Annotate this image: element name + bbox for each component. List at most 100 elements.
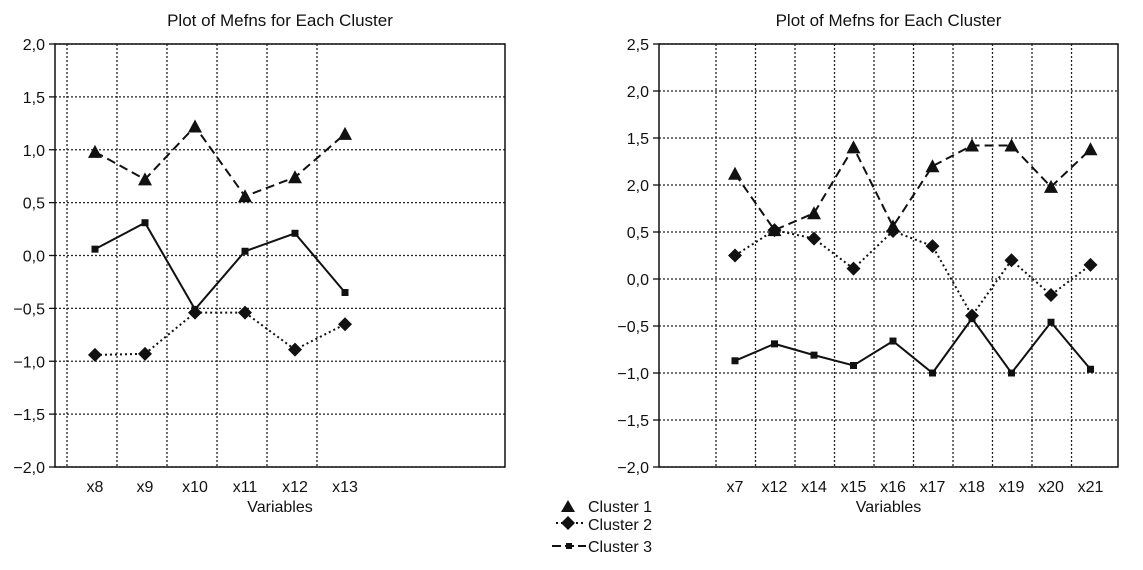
data-point-cluster-2	[846, 261, 861, 276]
data-point-cluster-2	[88, 347, 102, 362]
chart-title: Plot of Mefns for Each Cluster	[167, 11, 393, 30]
data-point-cluster-3	[1047, 318, 1055, 326]
y-tick-label: 0,0	[627, 272, 649, 289]
data-point-cluster-1	[238, 189, 252, 203]
x-tick-label: x21	[1078, 479, 1104, 496]
legend-square-marker	[566, 543, 572, 549]
y-tick-label: 0,5	[23, 196, 45, 213]
legend-label-cluster-1: Cluster 1	[588, 499, 652, 516]
data-point-cluster-3	[771, 340, 778, 348]
legend-triangle-marker	[561, 500, 575, 512]
data-point-cluster-2	[288, 342, 302, 357]
plot-frame	[658, 43, 1119, 468]
series-line-cluster-1	[734, 144, 1092, 232]
data-point-cluster-3	[929, 369, 936, 377]
data-point-cluster-3	[91, 245, 99, 253]
x-tick-label: x16	[880, 479, 906, 496]
series-line-cluster-2	[94, 311, 346, 356]
y-tick-label: −1,5	[617, 413, 649, 430]
series-line-cluster-1	[94, 124, 346, 198]
data-point-cluster-3	[968, 314, 976, 322]
y-tick-label: 2,0	[627, 84, 649, 101]
data-point-cluster-1	[1083, 142, 1098, 156]
legend-diamond-marker	[561, 516, 575, 530]
x-axis-label: Variables	[247, 499, 313, 516]
y-tick-label: 2,5	[627, 37, 649, 54]
data-point-cluster-1	[1004, 138, 1019, 152]
y-tick-label: −2,0	[13, 460, 45, 477]
x-tick-label: x7	[727, 479, 744, 496]
data-point-cluster-1	[188, 119, 202, 133]
x-tick-label: x12	[762, 479, 788, 496]
series-line-cluster-3	[94, 221, 346, 312]
y-tick-label: 1,5	[23, 90, 45, 107]
x-tick-label: x19	[999, 479, 1025, 496]
data-point-cluster-2	[138, 346, 152, 361]
x-tick-label: x13	[332, 479, 358, 496]
data-point-cluster-3	[341, 289, 349, 297]
y-tick-label: −0,5	[13, 301, 45, 318]
data-point-cluster-3	[241, 247, 249, 255]
y-tick-label: 1,5	[627, 131, 649, 148]
data-point-cluster-2	[1004, 253, 1019, 268]
legend: Cluster 1 Cluster 2 Cluster 3	[552, 499, 652, 556]
data-point-cluster-2	[728, 248, 742, 263]
data-point-cluster-2	[767, 223, 782, 238]
y-tick-label: −1,0	[617, 366, 649, 383]
x-tick-label: x8	[87, 479, 104, 496]
data-point-cluster-1	[288, 170, 302, 184]
x-tick-label: x20	[1038, 479, 1064, 496]
legend-label-cluster-2: Cluster 2	[588, 517, 652, 534]
data-point-cluster-3	[141, 219, 149, 227]
legend-item-cluster-2: Cluster 2	[556, 516, 652, 534]
data-point-cluster-2	[925, 239, 940, 254]
data-point-cluster-3	[1087, 365, 1094, 373]
data-point-cluster-1	[728, 166, 742, 180]
data-point-cluster-3	[1008, 369, 1015, 377]
x-tick-label: x18	[959, 479, 985, 496]
data-point-cluster-3	[731, 357, 739, 365]
data-point-cluster-2	[338, 317, 352, 332]
data-point-cluster-3	[850, 361, 857, 369]
y-tick-label: −1,0	[13, 354, 45, 371]
data-point-cluster-2	[807, 231, 821, 246]
data-point-cluster-3	[291, 229, 299, 237]
data-point-cluster-1	[88, 144, 102, 158]
y-tick-label: 0,5	[627, 225, 649, 242]
data-point-cluster-1	[1044, 179, 1058, 193]
data-point-cluster-1	[807, 206, 821, 220]
x-tick-label: x11	[233, 479, 258, 496]
data-point-cluster-1	[138, 172, 152, 186]
x-tick-label: x17	[920, 479, 946, 496]
legend-label-cluster-3: Cluster 3	[588, 539, 652, 556]
y-tick-label: 2,0	[627, 178, 649, 195]
legend-item-cluster-3: Cluster 3	[552, 539, 652, 556]
series-line-cluster-3	[734, 316, 1092, 375]
y-tick-label: 2,0	[23, 37, 45, 54]
y-tick-label: 1,0	[23, 143, 45, 160]
x-axis-label: Variables	[856, 499, 922, 516]
data-point-cluster-3	[191, 305, 199, 313]
x-tick-label: x14	[801, 479, 827, 496]
data-point-cluster-2	[1044, 287, 1058, 302]
chart-title: Plot of Mefns for Each Cluster	[776, 11, 1002, 30]
data-point-cluster-3	[810, 351, 818, 359]
data-point-cluster-2	[886, 224, 900, 239]
plot-frame	[54, 43, 506, 468]
left-chart: Plot of Mefns for Each Cluster 2,0 1,5 1,0 0…	[13, 11, 506, 516]
data-point-cluster-1	[965, 138, 979, 152]
data-point-cluster-2	[1083, 257, 1098, 272]
x-tick-label: x9	[137, 479, 154, 496]
data-point-cluster-3	[889, 337, 897, 345]
x-tick-label: x10	[182, 479, 208, 496]
series-line-cluster-2	[734, 229, 1092, 318]
x-tick-label: x15	[841, 479, 867, 496]
data-point-cluster-1	[338, 126, 352, 140]
legend-item-cluster-1: Cluster 1	[561, 499, 652, 516]
y-tick-label: −1,5	[13, 407, 45, 424]
y-tick-label: −2,0	[617, 460, 649, 477]
x-tick-label: x12	[282, 479, 308, 496]
y-tick-label: 0,0	[23, 249, 45, 266]
data-point-cluster-1	[846, 140, 861, 154]
